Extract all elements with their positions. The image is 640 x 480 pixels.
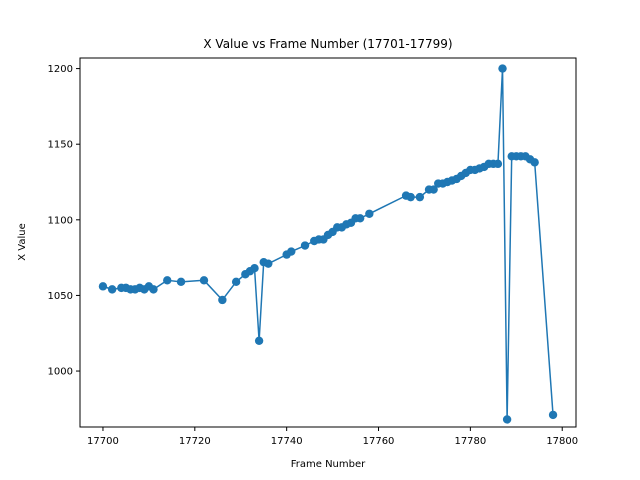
data-point [231,277,241,287]
data-point [264,259,273,268]
y-axis-label: X Value [17,223,28,261]
data-point [502,415,512,424]
data-point [163,276,172,285]
data-point [365,209,374,218]
x-axis-ticks: 17700 17720 17740 17760 17780 17800 [87,427,578,447]
axes-frame [79,57,577,428]
data-point [149,285,158,294]
data-point [199,276,209,285]
data-point [498,64,507,73]
x-axis-label: Frame Number [291,459,366,470]
data-point [429,185,438,194]
data-point [176,277,186,287]
data-point [415,192,425,202]
data-point [355,214,365,223]
x-tick-label: 17760 [363,436,395,447]
y-tick-label: 1200 [48,64,73,75]
x-tick-label: 17740 [271,436,303,447]
x-tick-label: 17700 [87,436,119,447]
data-point [300,241,310,250]
data-point [218,295,227,305]
data-point [98,282,108,291]
data-point [250,264,259,273]
x-tick-label: 17720 [179,436,211,447]
data-point [254,336,264,345]
y-tick-label: 1000 [48,367,73,378]
chart-title: X Value vs Frame Number (17701-17799) [203,37,452,51]
y-tick-label: 1150 [48,140,73,151]
data-point [493,159,503,169]
data-point [530,158,539,167]
y-tick-label: 1100 [48,215,73,226]
plot-area [98,64,558,424]
y-tick-label: 1050 [48,291,73,302]
data-point [548,410,558,420]
data-point [107,285,117,294]
x-tick-label: 17780 [454,436,486,447]
data-point [406,192,415,202]
x-tick-label: 17800 [546,436,578,447]
data-point [287,247,296,256]
y-axis-ticks: 1000 1050 1100 1150 1200 [48,64,80,378]
